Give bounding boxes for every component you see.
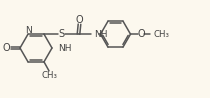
- Text: NH: NH: [58, 44, 71, 53]
- Text: N: N: [25, 26, 31, 35]
- Text: S: S: [58, 29, 64, 39]
- Text: CH₃: CH₃: [42, 71, 58, 80]
- Text: O: O: [3, 43, 10, 53]
- Text: O: O: [137, 29, 145, 39]
- Text: CH₃: CH₃: [154, 30, 169, 39]
- Text: NH: NH: [94, 30, 108, 39]
- Text: O: O: [76, 15, 83, 25]
